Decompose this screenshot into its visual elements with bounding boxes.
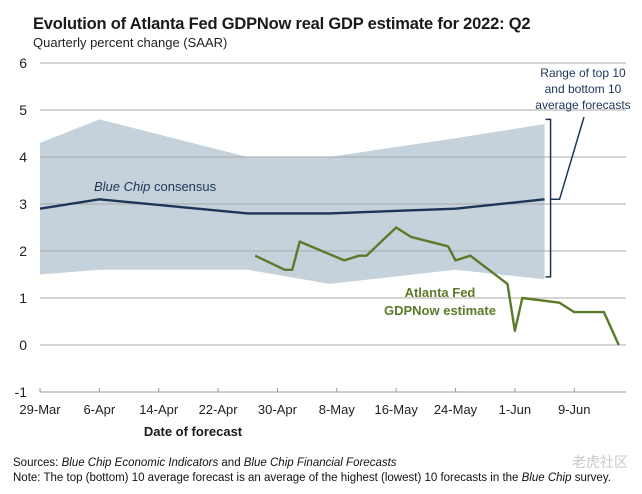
x-tick-label: 30-Apr: [258, 402, 298, 417]
source-2: Blue Chip Financial Forecasts: [243, 457, 397, 469]
range-label-line: Range of top 10: [540, 66, 626, 80]
x-tick-label: 14-Apr: [139, 402, 179, 417]
x-tick-label: 8-May: [319, 402, 356, 417]
consensus-label: Blue Chip consensus: [94, 179, 217, 194]
x-tick-label: 22-Apr: [199, 402, 239, 417]
y-tick-label: -1: [15, 384, 28, 400]
forecast-range-band-layer: [40, 119, 545, 284]
gdpnow-label-line: GDPNow estimate: [384, 303, 496, 318]
chart-title: Evolution of Atlanta Fed GDPNow real GDP…: [33, 15, 531, 33]
note-label: Note:: [13, 472, 41, 484]
x-axis-label: Date of forecast: [144, 424, 243, 439]
source-1: Blue Chip Economic Indicators: [61, 457, 219, 469]
note-italic: Blue Chip: [521, 472, 572, 484]
watermark: 老虎社区: [572, 454, 628, 470]
y-tick-label: 6: [19, 55, 27, 71]
x-tick-label: 9-Jun: [558, 402, 591, 417]
sources-note: Sources: Blue Chip Economic Indicators a…: [13, 457, 397, 469]
y-tick-label: 5: [19, 102, 27, 118]
range-label-line: and bottom 10: [545, 82, 622, 96]
note-text: The top (bottom) 10 average forecast is …: [40, 472, 522, 484]
range-label-line: average forecasts: [535, 98, 630, 112]
gdpnow-label-line: Atlanta Fed: [405, 285, 476, 300]
blue-chip-consensus-line: [39, 198, 545, 215]
sources-label: Sources:: [13, 457, 59, 469]
note-end: survey.: [571, 472, 611, 484]
chart-subtitle: Quarterly percent change (SAAR): [33, 35, 228, 50]
x-tick-label: 6-Apr: [83, 402, 115, 417]
y-tick-label: 3: [19, 196, 27, 212]
consensus-label-italic: Blue Chip: [94, 179, 150, 194]
series-lines: [39, 198, 620, 346]
x-tick-label: 1-Jun: [499, 402, 532, 417]
y-tick-label: 0: [19, 337, 27, 353]
range-leader-line: [550, 116, 585, 201]
gdpnow-estimate-line: [254, 226, 620, 346]
x-tick-label: 16-May: [374, 402, 418, 417]
sources-and: and: [218, 457, 244, 469]
footnote: Note: The top (bottom) 10 average foreca…: [13, 472, 611, 484]
y-tick-label: 2: [19, 243, 27, 259]
consensus-label-rest: consensus: [150, 179, 216, 194]
x-tick-label: 29-Mar: [19, 402, 61, 417]
y-axis-ticks: -1 0 1 2 3 4 5 6: [15, 55, 28, 400]
range-bracket: [545, 118, 552, 278]
y-tick-label: 4: [19, 149, 27, 165]
x-tick-label: 24-May: [434, 402, 478, 417]
y-tick-label: 1: [19, 290, 27, 306]
annotations: Blue Chip consensus Range of top 10 and bo…: [94, 66, 631, 318]
forecast-range-band: [40, 119, 545, 284]
gridlines: [40, 62, 626, 393]
x-axis-ticks: 29-Mar 6-Apr 14-Apr 22-Apr 30-Apr 8-May 16-May…: [19, 388, 591, 439]
